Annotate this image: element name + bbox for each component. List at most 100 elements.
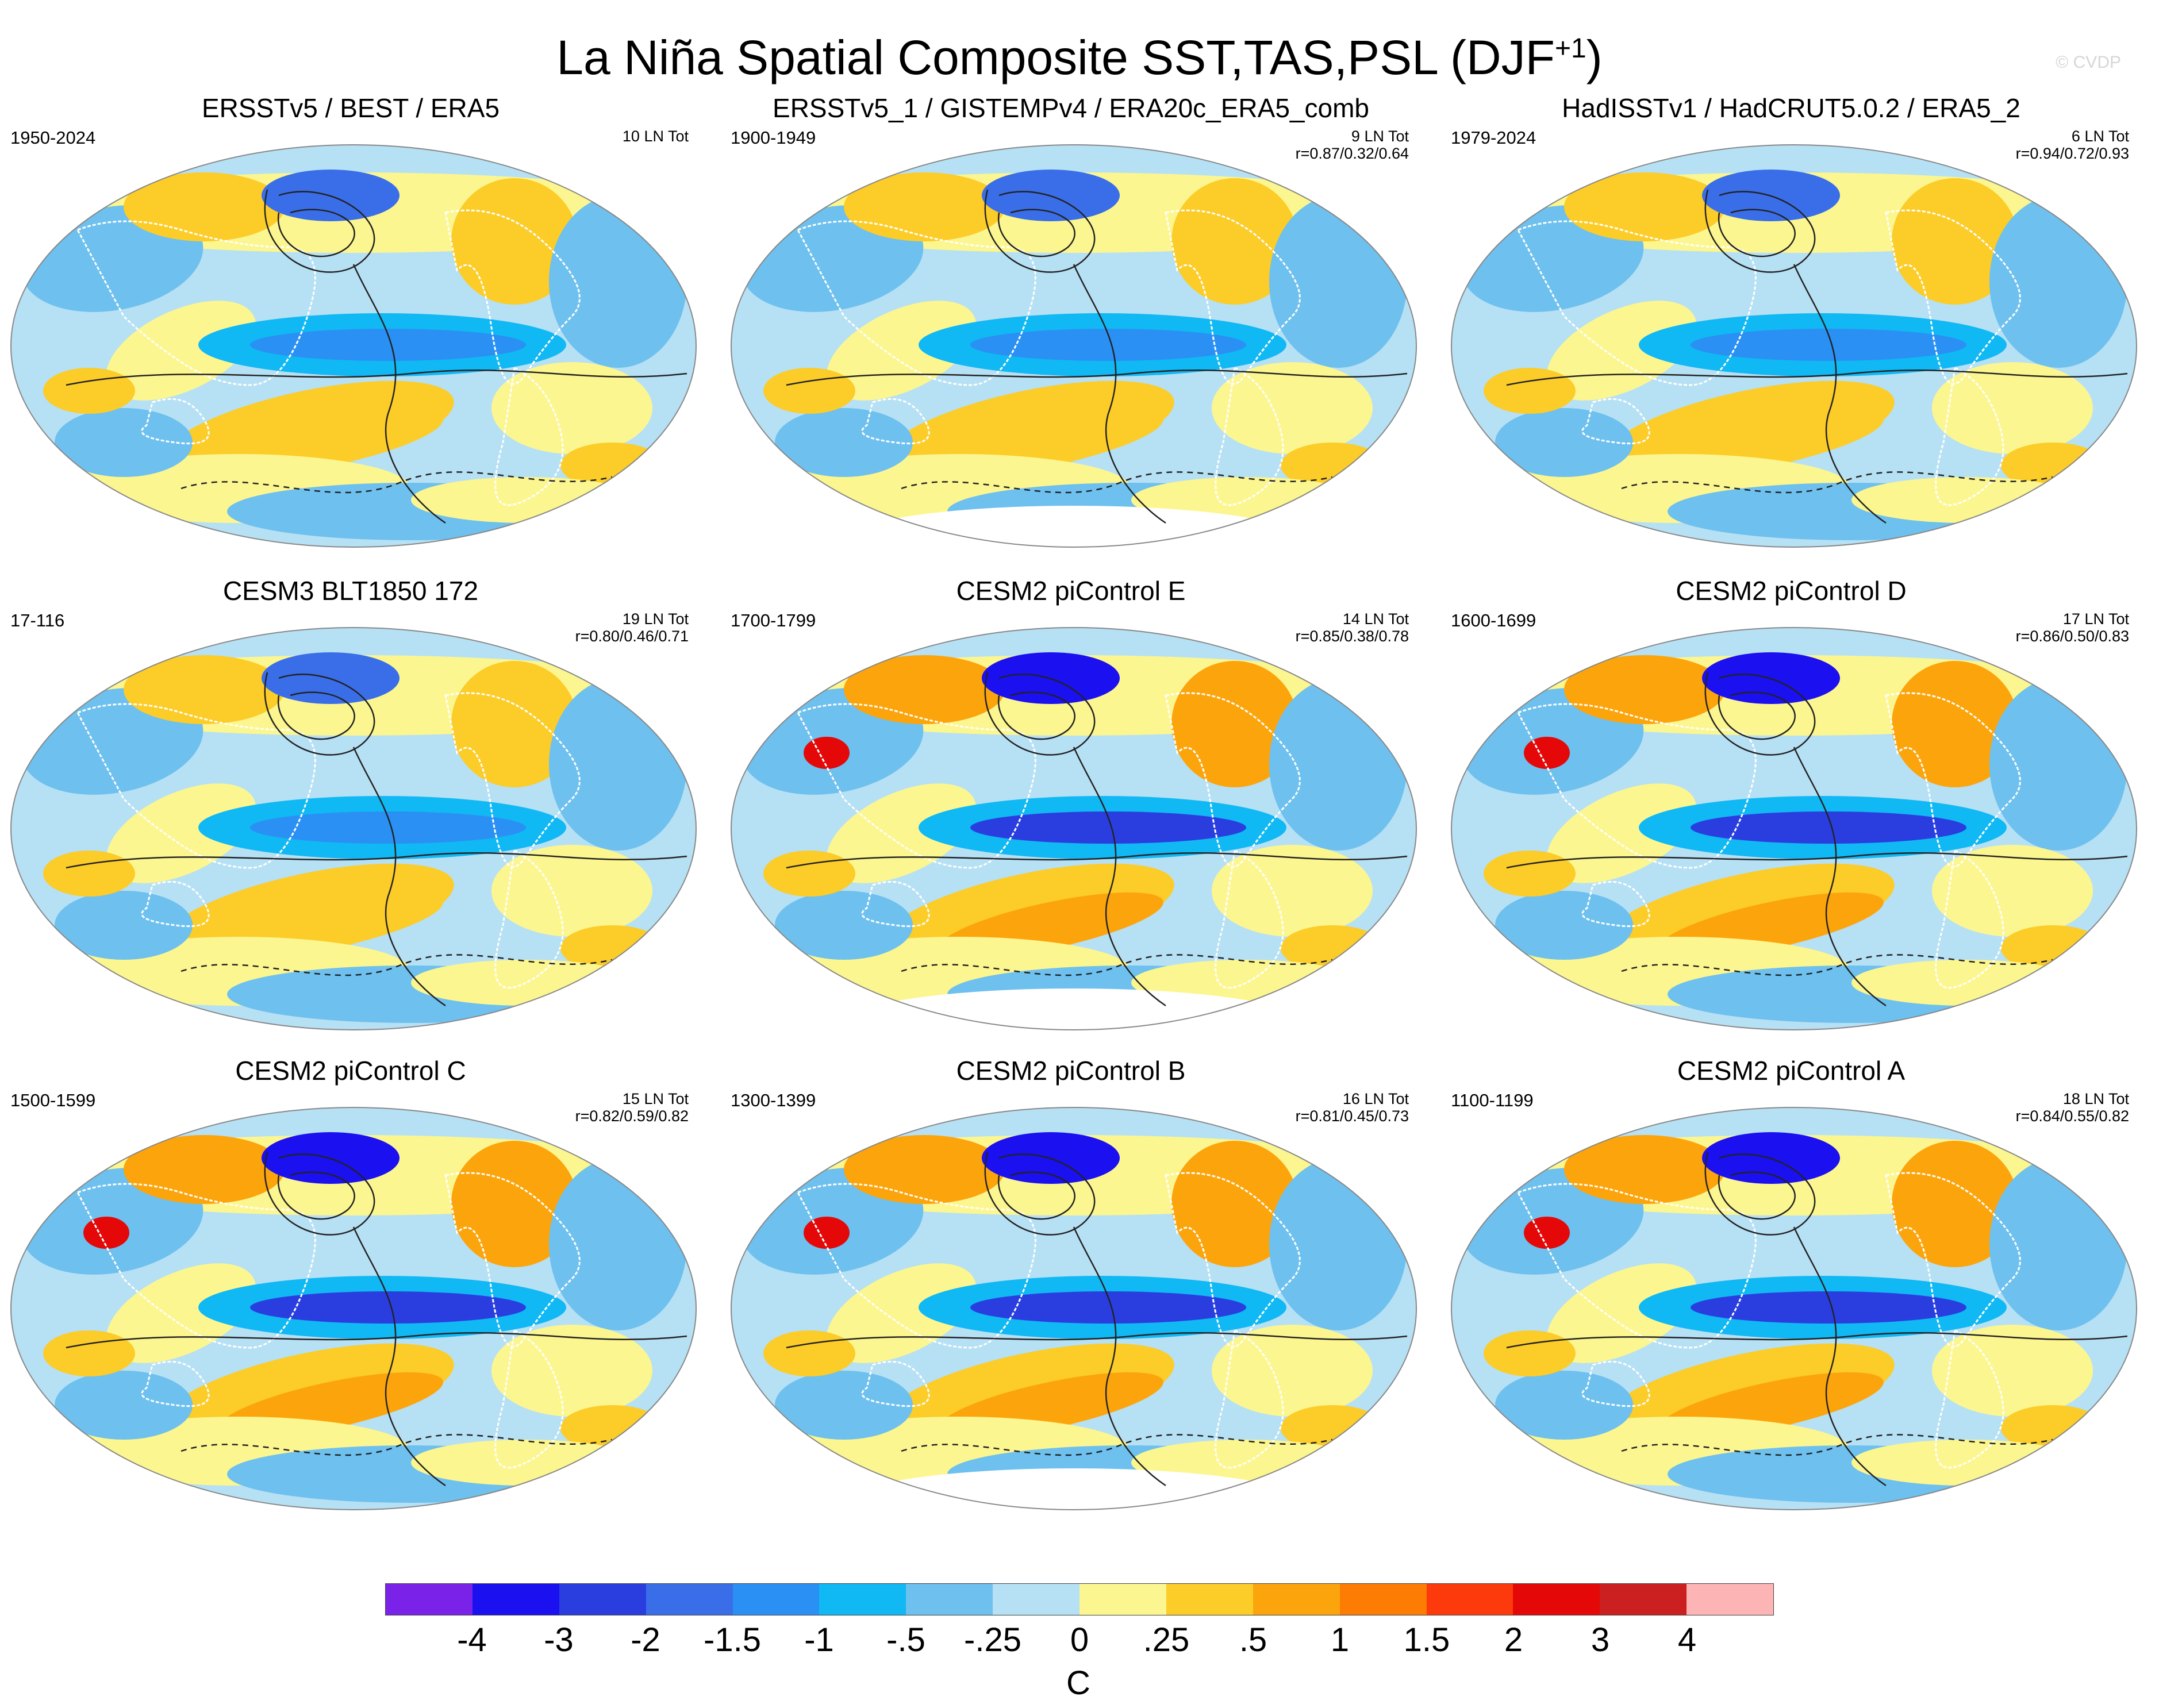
colorbar-ticks: -4 -3 -2 -1.5 -1 -.5 -.25 0 .25 .5 1 1.5 2 3 4 — [0, 1621, 2159, 1667]
panel-stats: 18 LN Tot r=0.84/0.55/0.82 — [2016, 1090, 2129, 1125]
colorbar-tick-label: 3 — [1591, 1621, 1610, 1659]
panel-stats: 6 LN Tot r=0.94/0.72/0.93 — [2016, 128, 2129, 162]
colorbar-swatch — [1339, 1584, 1427, 1615]
panel-event-count: 14 LN Tot — [1342, 610, 1409, 628]
colorbar-swatch — [1687, 1584, 1773, 1615]
world-map — [731, 1107, 1417, 1510]
colorbar-tick-label: .5 — [1239, 1621, 1267, 1659]
colorbar-tick-label: 4 — [1677, 1621, 1697, 1659]
panel-years: 1600-1699 — [1451, 610, 1536, 630]
panel-correlation: r=0.85/0.38/0.78 — [1295, 628, 1409, 645]
colorbar-swatch — [819, 1584, 906, 1615]
map-panel: CESM3 BLT1850 172 17-116 19 LN Tot r=0.8… — [0, 575, 701, 1034]
colorbar-swatch — [1513, 1584, 1600, 1615]
panel-event-count: 9 LN Tot — [1351, 128, 1409, 145]
colorbar-tick-label: -.25 — [964, 1621, 1021, 1659]
colorbar-swatch — [472, 1584, 559, 1615]
panel-stats: 16 LN Tot r=0.81/0.45/0.73 — [1296, 1090, 1409, 1125]
colorbar-swatch — [993, 1584, 1080, 1615]
colorbar-tick-label: -2 — [631, 1621, 660, 1659]
panel-event-count: 15 LN Tot — [622, 1090, 689, 1107]
panel-title: HadISSTv1 / HadCRUT5.0.2 / ERA5_2 — [1562, 93, 2020, 123]
map-panel: ERSSTv5_1 / GISTEMPv4 / ERA20c_ERA5_comb… — [720, 92, 1422, 552]
world-map — [1451, 627, 2137, 1030]
colorbar-swatch — [1426, 1584, 1513, 1615]
panel-stats: 17 LN Tot r=0.86/0.50/0.83 — [2016, 610, 2129, 645]
panel-correlation: r=0.81/0.45/0.73 — [1295, 1107, 1409, 1125]
panel-title: CESM3 BLT1850 172 — [222, 576, 479, 606]
colorbar-tick-label: 1 — [1330, 1621, 1350, 1659]
panel-stats: 10 LN Tot — [623, 128, 689, 145]
panel-years: 1100-1199 — [1451, 1090, 1534, 1110]
map-panel: ERSSTv5 / BEST / ERA5 1950-2024 10 LN To… — [0, 92, 701, 552]
colorbar-tick-label: -1 — [804, 1621, 834, 1659]
panel-correlation: r=0.94/0.72/0.93 — [2015, 145, 2129, 162]
colorbar-swatch — [1600, 1584, 1687, 1615]
panel-stats: 9 LN Tot r=0.87/0.32/0.64 — [1296, 128, 1409, 162]
panel-title: CESM2 piControl D — [1676, 576, 1907, 606]
panel-title: ERSSTv5 / BEST / ERA5 — [201, 93, 500, 123]
map-panel: CESM2 piControl B 1300-1399 16 LN Tot r=… — [720, 1055, 1422, 1514]
world-map — [731, 144, 1417, 548]
map-panel: CESM2 piControl D 1600-1699 17 LN Tot r=… — [1440, 575, 2142, 1034]
colorbar-tick-label: 2 — [1504, 1621, 1523, 1659]
panel-years: 17-116 — [10, 610, 65, 630]
world-map — [1451, 1107, 2137, 1510]
panel-years: 1300-1399 — [731, 1090, 816, 1110]
panel-event-count: 17 LN Tot — [2062, 610, 2129, 628]
title-text: La Niña Spatial Composite SST,TAS,PSL (D… — [556, 30, 1555, 84]
colorbar-swatch — [1080, 1584, 1166, 1615]
colorbar — [385, 1583, 1774, 1615]
world-map — [10, 1107, 697, 1510]
panel-event-count: 18 LN Tot — [2062, 1090, 2129, 1107]
panel-event-count: 10 LN Tot — [622, 128, 689, 145]
colorbar-swatch — [1166, 1584, 1253, 1615]
world-map — [1451, 144, 2137, 548]
world-map — [10, 627, 697, 1030]
colorbar-swatch — [1253, 1584, 1340, 1615]
panel-years: 1500-1599 — [10, 1090, 96, 1110]
map-panel: HadISSTv1 / HadCRUT5.0.2 / ERA5_2 1979-2… — [1440, 92, 2142, 552]
colorbar-tick-label: -3 — [544, 1621, 574, 1659]
world-map — [731, 627, 1417, 1030]
colorbar-swatch — [386, 1584, 472, 1615]
panel-years: 1950-2024 — [10, 128, 96, 148]
panel-correlation: r=0.87/0.32/0.64 — [1295, 145, 1409, 162]
colorbar-swatch — [559, 1584, 646, 1615]
panel-correlation: r=0.82/0.59/0.82 — [575, 1107, 689, 1125]
map-panel: CESM2 piControl E 1700-1799 14 LN Tot r=… — [720, 575, 1422, 1034]
panel-years: 1979-2024 — [1451, 128, 1536, 148]
panel-title: CESM2 piControl C — [235, 1056, 466, 1086]
panel-years: 1900-1949 — [731, 128, 816, 148]
colorbar-swatch — [906, 1584, 993, 1615]
panel-years: 1700-1799 — [731, 610, 816, 630]
panel-event-count: 19 LN Tot — [622, 610, 689, 628]
panel-event-count: 6 LN Tot — [2071, 128, 2129, 145]
panel-title: ERSSTv5_1 / GISTEMPv4 / ERA20c_ERA5_comb — [773, 93, 1369, 123]
map-panel: CESM2 piControl C 1500-1599 15 LN Tot r=… — [0, 1055, 701, 1514]
title-superscript: +1 — [1554, 33, 1586, 64]
cvdp-watermark: © CVDP — [2056, 53, 2121, 72]
title-close: ) — [1586, 30, 1603, 84]
colorbar-tick-label: -4 — [457, 1621, 487, 1659]
figure-title: La Niña Spatial Composite SST,TAS,PSL (D… — [0, 17, 2159, 89]
panel-correlation: r=0.80/0.46/0.71 — [575, 628, 689, 645]
colorbar-tick-label: .25 — [1143, 1621, 1190, 1659]
map-panel: CESM2 piControl A 1100-1199 18 LN Tot r=… — [1440, 1055, 2142, 1514]
colorbar-swatch — [732, 1584, 820, 1615]
panel-correlation: r=0.84/0.55/0.82 — [2015, 1107, 2129, 1125]
colorbar-units: C — [1066, 1664, 1090, 1702]
panel-title: CESM2 piControl B — [956, 1056, 1186, 1086]
colorbar-tick-label: -.5 — [886, 1621, 925, 1659]
colorbar-tick-label: 1.5 — [1403, 1621, 1450, 1659]
world-map — [10, 144, 697, 548]
panel-correlation: r=0.86/0.50/0.83 — [2015, 628, 2129, 645]
panel-event-count: 16 LN Tot — [1342, 1090, 1409, 1107]
colorbar-tick-label: 0 — [1070, 1621, 1089, 1659]
panel-stats: 14 LN Tot r=0.85/0.38/0.78 — [1296, 610, 1409, 645]
colorbar-tick-label: -1.5 — [704, 1621, 761, 1659]
panel-title: CESM2 piControl E — [956, 576, 1186, 606]
colorbar-swatch — [646, 1584, 733, 1615]
panel-title: CESM2 piControl A — [1677, 1056, 1906, 1086]
panel-stats: 19 LN Tot r=0.80/0.46/0.71 — [575, 610, 689, 645]
